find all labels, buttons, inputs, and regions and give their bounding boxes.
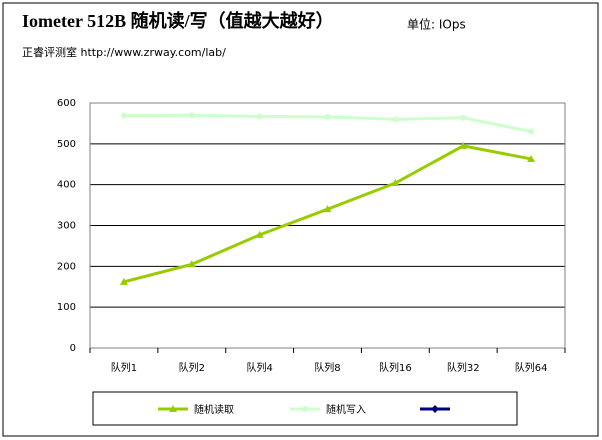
point (460, 114, 467, 121)
point (459, 141, 468, 149)
point (119, 277, 128, 285)
legend-marker (431, 405, 439, 413)
x-tick-label: 队列8 (314, 361, 340, 374)
point (528, 128, 535, 135)
point (187, 260, 196, 268)
legend-marker (169, 405, 177, 412)
source: 正睿评测室 http://www.zrway.com/lab/ (22, 45, 226, 59)
x-tick-label: 队列4 (246, 361, 272, 374)
plot-area (89, 102, 566, 349)
legend-label: 随机写入 (326, 403, 366, 416)
y-tick-label: 500 (57, 139, 76, 150)
y-tick-label: 400 (57, 180, 76, 191)
y-tick-label: 200 (57, 261, 76, 272)
y-tick-label: 600 (57, 98, 76, 109)
legend-box (92, 391, 518, 426)
x-tick-label: 队列2 (179, 361, 205, 374)
x-tick-label: 队列16 (379, 361, 412, 374)
point (324, 113, 331, 120)
y-tick-label: 300 (57, 221, 76, 232)
point (120, 112, 127, 119)
point (323, 205, 332, 213)
point (188, 112, 195, 119)
chart-title: Iometer 512B 随机读/写（值越大越好） (22, 10, 334, 31)
legend-label: 随机读取 (194, 403, 234, 416)
x-tick-label: 队列32 (447, 361, 480, 374)
point (256, 113, 263, 120)
point (527, 154, 536, 162)
unit: 单位: IOps (407, 17, 466, 32)
x-tick-label: 队列1 (111, 361, 137, 374)
y-tick-label: 0 (70, 343, 76, 354)
point (391, 179, 400, 187)
point (392, 116, 399, 123)
x-tick-label: 队列64 (515, 361, 548, 374)
legend-marker (302, 406, 308, 412)
point (255, 230, 264, 238)
y-tick-label: 100 (57, 302, 76, 313)
